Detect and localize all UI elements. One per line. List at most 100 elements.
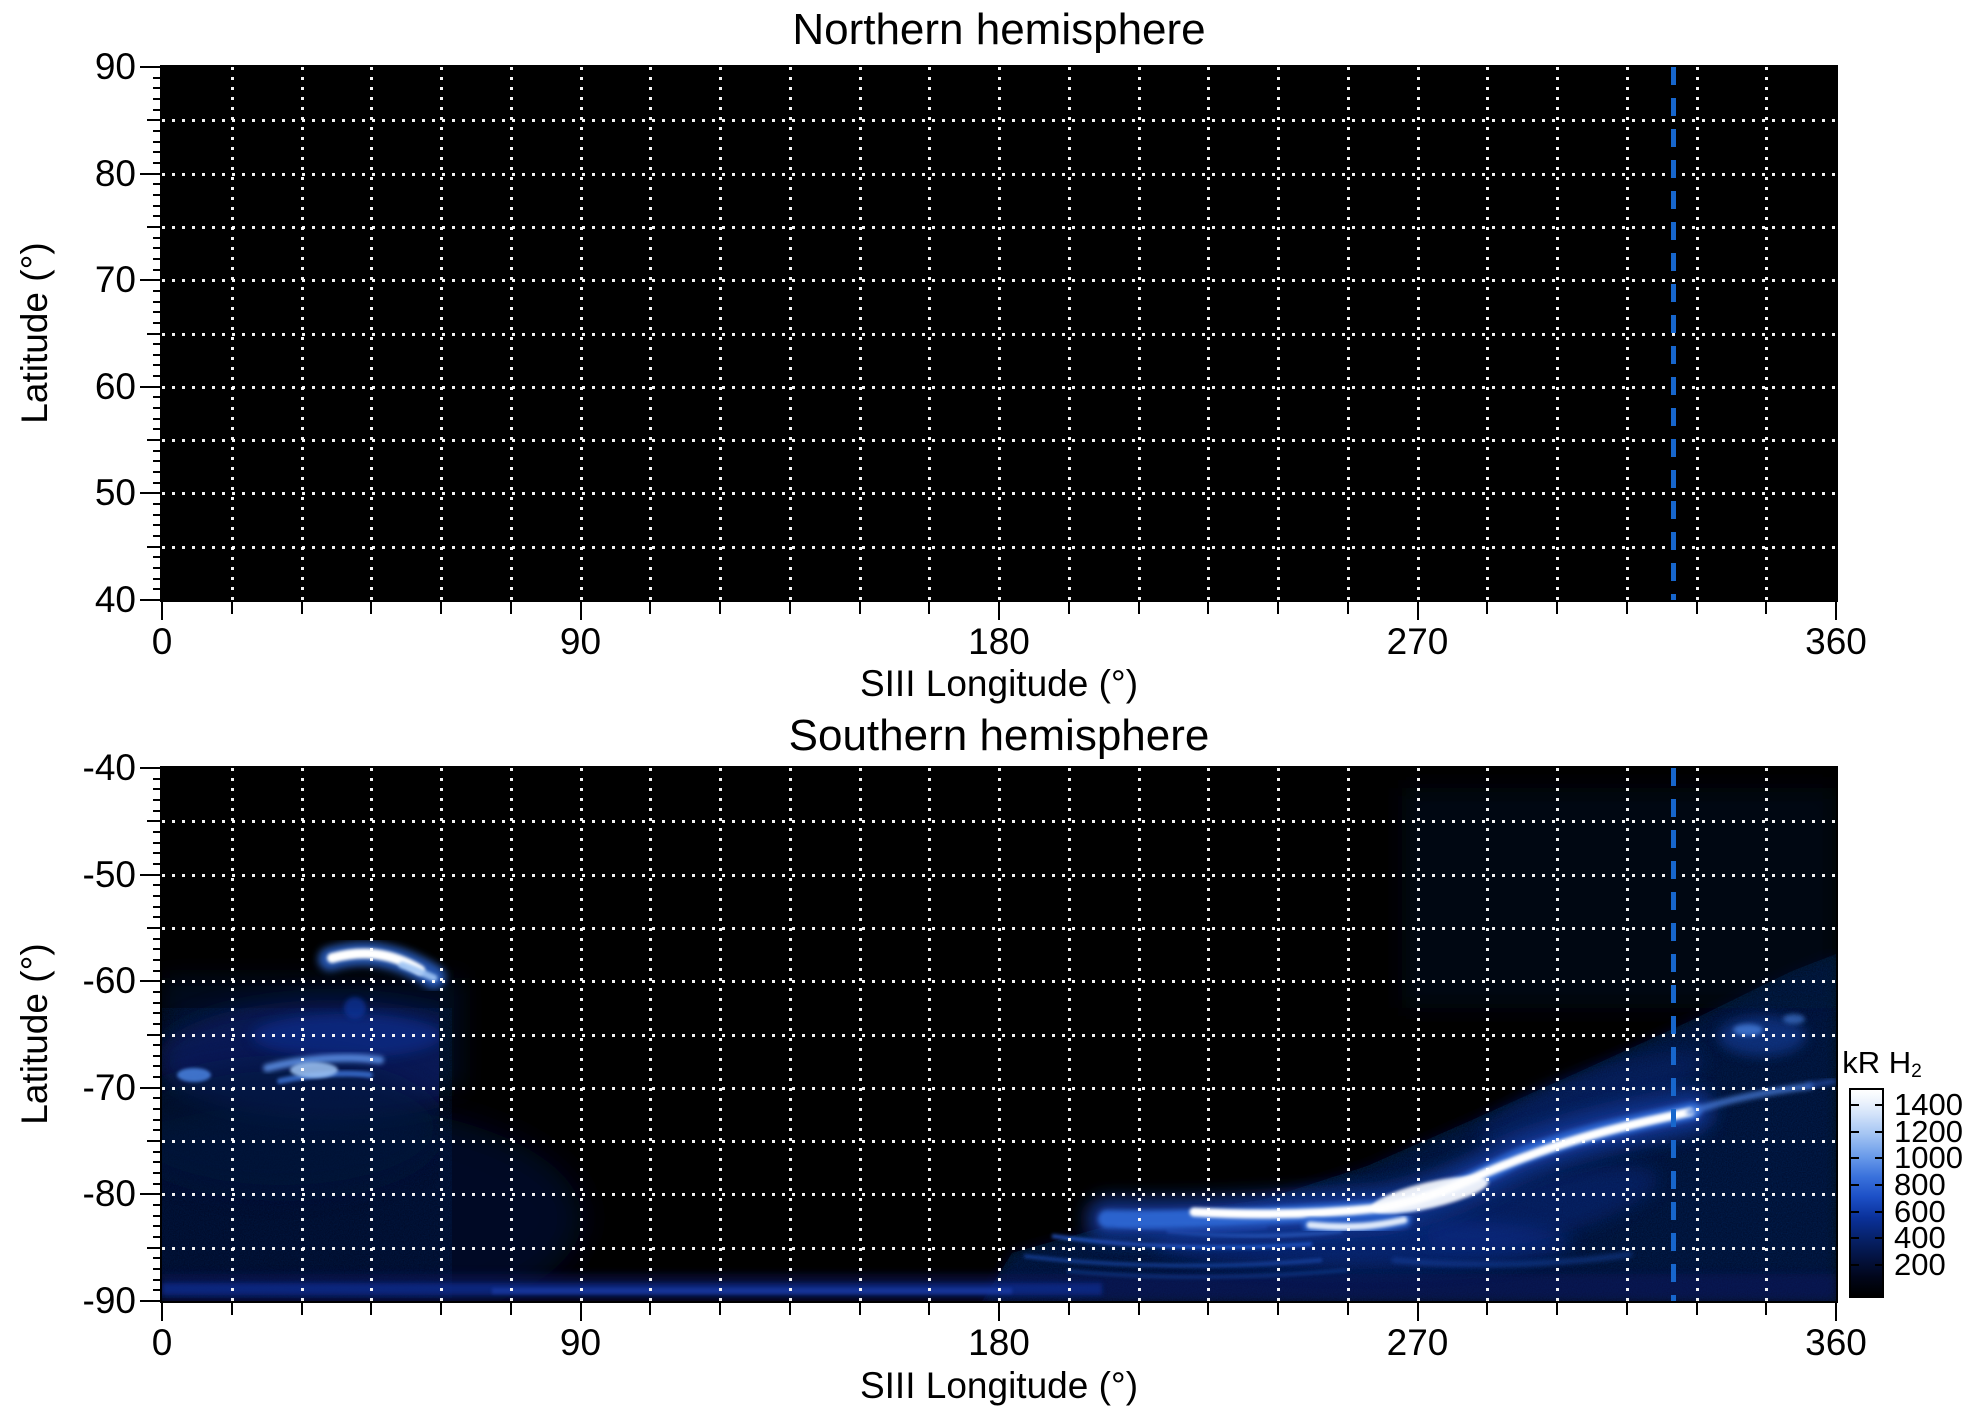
y-tick: [153, 535, 160, 538]
x-tick: [1765, 602, 1768, 614]
y-tick-label: 60: [94, 365, 136, 407]
y-tick: [147, 119, 160, 122]
x-tick: [579, 602, 582, 620]
x-tick: [1207, 1303, 1210, 1315]
y-tick: [153, 396, 160, 399]
x-tick: [370, 1303, 373, 1315]
y-tick: [153, 1129, 160, 1132]
x-tick: [509, 602, 512, 614]
y-tick: [153, 948, 160, 951]
colorbar-title: kR H2: [1812, 1046, 1952, 1089]
x-tick: [1137, 1303, 1140, 1315]
northern-panel-title: Northern hemisphere: [792, 5, 1206, 54]
colorbar-tick: [1851, 1263, 1859, 1266]
y-tick: [140, 767, 160, 769]
y-grid-line: [162, 980, 1836, 984]
x-tick-label: 90: [559, 1322, 602, 1363]
y-tick: [147, 926, 160, 929]
colorbar-tick: [1875, 1237, 1883, 1240]
y-tick: [153, 809, 160, 812]
y-tick: [153, 193, 160, 196]
y-tick: [140, 980, 160, 983]
y-tick: [153, 1236, 160, 1239]
noise-topright-tint: [1402, 788, 1836, 1008]
y-tick: [153, 1108, 160, 1111]
x-tick: [440, 1303, 442, 1315]
y-tick: [153, 1289, 160, 1292]
x-tick-label: 360: [1805, 621, 1867, 662]
reference-longitude-line: [1670, 768, 1676, 1301]
y-grid-line: [162, 279, 1836, 283]
y-tick: [153, 1268, 160, 1271]
y-tick: [153, 343, 160, 346]
y-tick: [153, 1182, 160, 1185]
y-tick: [153, 428, 160, 431]
colorbar-title-subscript: 2: [1911, 1061, 1922, 1083]
y-tick: [140, 599, 160, 601]
x-tick-label: 0: [151, 621, 173, 662]
y-tick: [153, 1278, 160, 1281]
y-grid-line: [162, 492, 1836, 496]
x-tick: [230, 1303, 233, 1315]
y-grid-line: [162, 1140, 1836, 1144]
x-tick: [1486, 1303, 1489, 1315]
x-tick: [1695, 1303, 1698, 1315]
colorbar: [1849, 1088, 1884, 1298]
y-tick: [153, 364, 160, 367]
colorbar-tick-label: 800: [1894, 1166, 1946, 1202]
y-tick: [153, 289, 160, 292]
x-tick: [1835, 602, 1837, 620]
northern-y-axis-title: Latitude (°): [14, 242, 55, 424]
x-tick: [1137, 602, 1140, 614]
x-tick: [928, 1303, 931, 1315]
x-tick-label: 360: [1805, 1322, 1867, 1363]
y-tick: [153, 1065, 160, 1068]
x-tick: [1346, 1303, 1349, 1315]
x-tick: [161, 602, 163, 620]
y-grid-line: [162, 1246, 1836, 1250]
southern-y-axis-title: Latitude (°): [14, 943, 55, 1125]
y-grid-line: [162, 172, 1836, 176]
x-tick: [998, 602, 1000, 620]
y-tick: [153, 215, 160, 218]
y-grid-line: [162, 926, 1836, 930]
y-tick: [153, 1054, 160, 1057]
y-tick: [153, 1150, 160, 1153]
y-tick: [153, 140, 160, 143]
colorbar-tick: [1851, 1210, 1859, 1213]
x-tick-label: 270: [1386, 1322, 1449, 1363]
y-tick: [153, 905, 160, 908]
y-grid-line: [162, 439, 1836, 443]
y-tick: [153, 884, 160, 887]
reference-longitude-line: [1670, 67, 1676, 600]
southern-panel-title: Southern hemisphere: [788, 711, 1210, 760]
y-tick: [153, 407, 160, 410]
y-tick: [153, 524, 160, 527]
y-tick: [153, 937, 160, 940]
y-tick-label: -80: [82, 1173, 136, 1215]
y-tick: [147, 820, 160, 823]
southern-heatmap-panel: [160, 766, 1838, 1303]
x-tick: [788, 602, 791, 614]
y-tick: [153, 481, 160, 484]
x-tick: [788, 1303, 791, 1315]
y-tick: [153, 556, 160, 559]
poleward-tail-end: [1806, 1078, 1836, 1089]
y-tick: [153, 1012, 160, 1015]
x-tick: [161, 1303, 163, 1321]
y-tick: [153, 417, 160, 420]
y-tick: [153, 151, 160, 154]
colorbar-tick: [1851, 1130, 1859, 1133]
faint-spot: [344, 997, 366, 1019]
y-tick: [153, 183, 160, 186]
y-tick: [153, 236, 160, 239]
y-tick-label: -90: [82, 1280, 136, 1321]
x-tick: [1067, 1303, 1070, 1315]
northern-heatmap-panel: [160, 65, 1838, 602]
y-tick: [153, 894, 160, 897]
x-tick: [1416, 602, 1419, 620]
y-tick: [153, 268, 160, 271]
y-tick: [153, 375, 160, 378]
y-tick: [153, 990, 160, 993]
x-tick: [300, 602, 303, 614]
